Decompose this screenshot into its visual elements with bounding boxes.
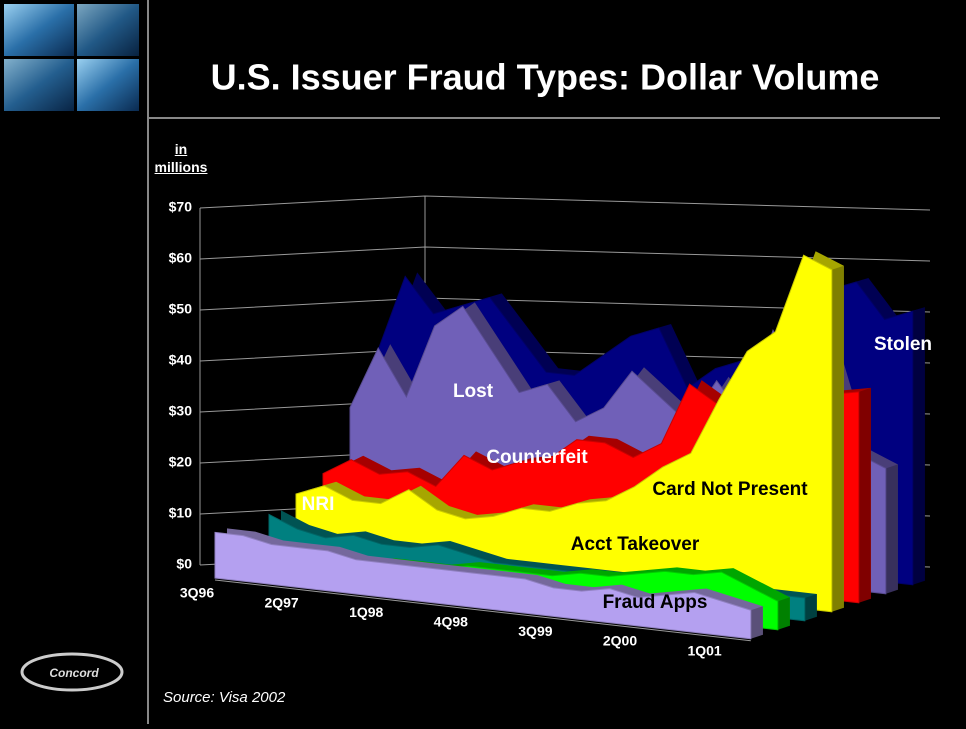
x-tick-label: 1Q98 <box>349 604 383 620</box>
series-label: Acct Takeover <box>571 534 700 555</box>
y-tick-label: $60 <box>169 250 193 266</box>
area-end <box>805 594 817 621</box>
x-tick-label: 1Q01 <box>687 642 721 658</box>
x-tick-label: 3Q99 <box>518 623 552 639</box>
y-tick-label: $20 <box>169 454 193 470</box>
y-tick-label: $30 <box>169 403 193 419</box>
series-label: Card Not Present <box>652 479 808 500</box>
x-tick-label: 2Q97 <box>264 594 298 610</box>
x-tick-label: 4Q98 <box>434 614 468 630</box>
slide-title: U.S. Issuer Fraud Types: Dollar Volume <box>211 57 880 98</box>
series-label: Lost <box>453 381 494 402</box>
y-tick-label: $0 <box>176 556 192 572</box>
x-tick-label: 2Q00 <box>603 633 637 649</box>
logo-text: Concord <box>49 666 99 680</box>
y-tick-label: $70 <box>169 199 193 215</box>
area-end <box>886 464 898 593</box>
y-tick-label: $10 <box>169 505 193 521</box>
y-tick-label: $50 <box>169 301 193 317</box>
series-label: Fraud Apps <box>603 592 708 613</box>
y-tick-label: $40 <box>169 352 193 368</box>
area-end <box>778 597 790 630</box>
x-tick-label: 3Q96 <box>180 585 214 601</box>
y-label-box: in millions <box>150 140 220 190</box>
page: U.S. Issuer Fraud Types: Dollar Volume C… <box>0 0 966 729</box>
area-end <box>859 388 871 603</box>
area-end <box>751 606 763 639</box>
series-label: Counterfeit <box>486 447 588 468</box>
series-label: Stolen <box>874 334 932 355</box>
series-label: NRI <box>302 494 335 515</box>
slide: U.S. Issuer Fraud Types: Dollar Volume C… <box>0 0 966 724</box>
y-axis-label: in millions <box>150 140 212 176</box>
source-note: Source: Visa 2002 <box>163 689 286 706</box>
area-end <box>832 266 844 612</box>
